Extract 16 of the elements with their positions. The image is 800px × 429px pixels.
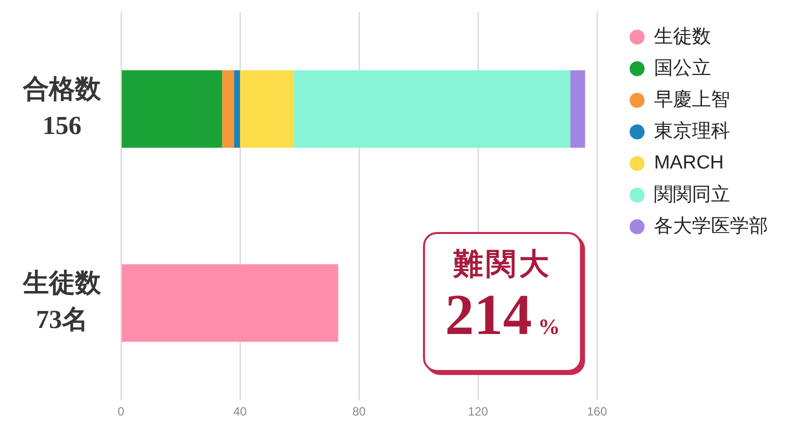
- annotation: 214%: [445, 282, 560, 347]
- y-tick-label: 生徒数 73名: [22, 268, 102, 334]
- annotation: 難関大: [453, 248, 552, 281]
- x-tick-label: 80: [352, 404, 366, 419]
- legend-label: 関関同立: [654, 183, 730, 206]
- legend-label: 国公立: [654, 56, 712, 79]
- x-tick-label: 40: [233, 404, 247, 419]
- legend-label: 各大学医学部: [654, 214, 768, 237]
- x-tick-label: 160: [586, 404, 608, 419]
- legend-label: 生徒数: [654, 26, 712, 48]
- x-tick-label: 0: [118, 404, 125, 419]
- legend-label: MARCH: [654, 152, 724, 174]
- y-tick-label: 合格数 156: [22, 74, 102, 140]
- legend-label: 早慶上智: [654, 90, 730, 111]
- legend-label: 東京理科: [654, 120, 730, 142]
- x-tick-label: 120: [468, 404, 488, 419]
